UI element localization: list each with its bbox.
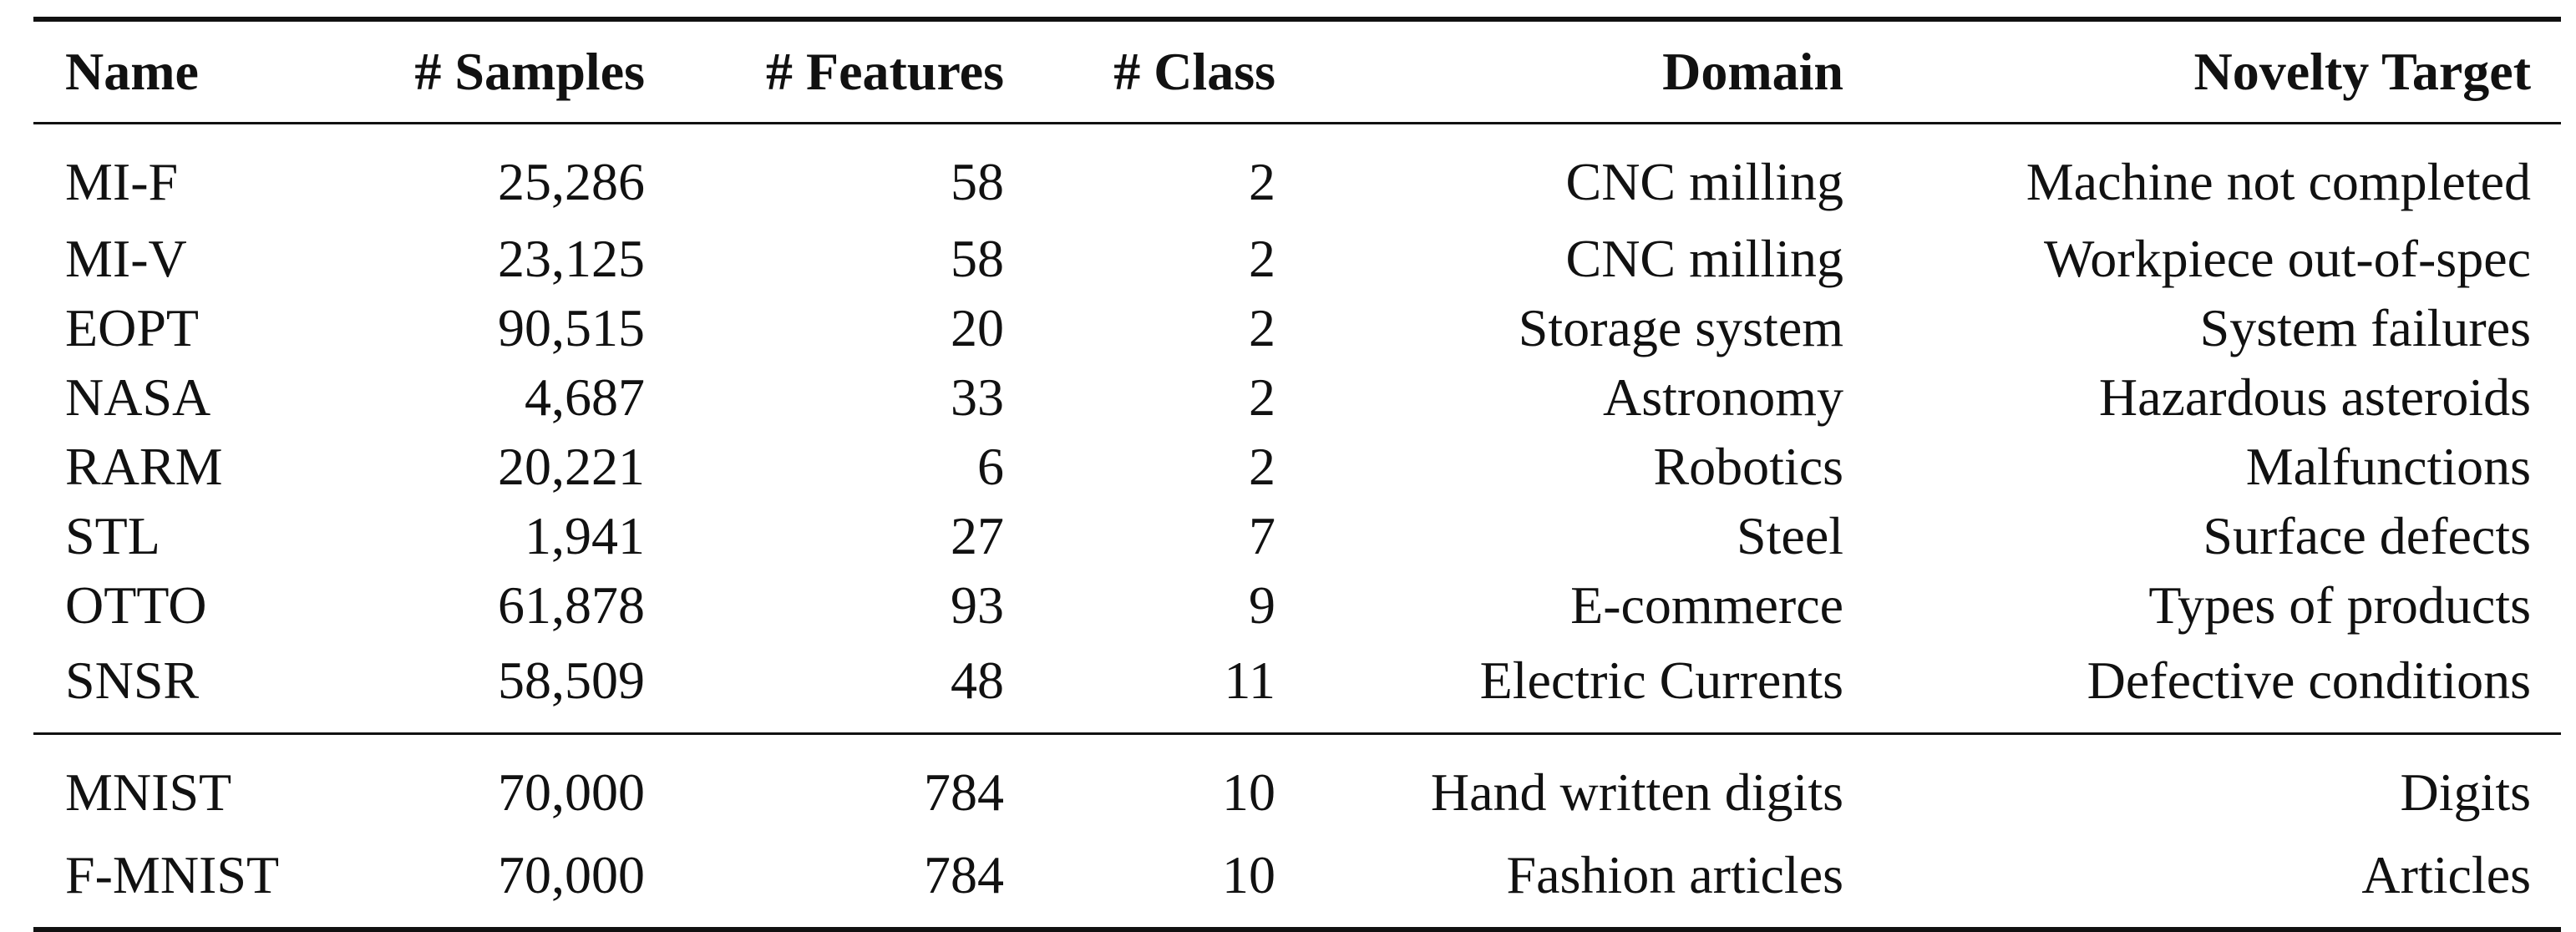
table-row: F-MNIST 70,000 784 10 Fashion articles Articl… [33,834,2561,929]
cell-samples: 90,515 [498,297,645,357]
cell-samples: 70,000 [498,844,645,904]
table-row: NASA 4,687 33 2 Astronomy Hazardous asteroids [33,362,2561,432]
cell-name: MI-V [65,228,187,288]
cell-samples: 4,687 [525,367,645,427]
table-row: SNSR 58,509 48 11 Electric Currents Defective… [33,640,2561,734]
cell-novelty-target: Machine not completed [2026,151,2531,211]
cell-domain: Hand written digits [1430,762,1843,822]
cell-class: 2 [1249,436,1275,496]
dataset-table: Name # Samples # Features # Class Domain… [33,17,2561,932]
dataset-table-container: Name # Samples # Features # Class Domain… [33,17,2561,932]
cell-class: 2 [1249,297,1275,357]
table-row: OTTO 61,878 93 9 E-commerce Types of products [33,570,2561,640]
cell-novelty-target: Types of products [2148,575,2531,635]
cell-features: 6 [977,436,1004,496]
cell-class: 9 [1249,575,1275,635]
cell-class: 2 [1249,367,1275,427]
group-industrial: MI-F 25,286 58 2 CNC milling Machine not comp… [33,123,2561,734]
cell-features: 33 [951,367,1004,427]
cell-features: 93 [951,575,1004,635]
cell-novelty-target: Defective conditions [2087,650,2531,710]
cell-novelty-target: System failures [2199,297,2531,357]
cell-domain: CNC milling [1565,228,1844,288]
cell-class: 7 [1249,505,1275,565]
cell-samples: 61,878 [498,575,645,635]
cell-samples: 25,286 [498,151,645,211]
cell-novelty-target: Articles [2361,844,2531,904]
table-row: MI-F 25,286 58 2 CNC milling Machine not comp… [33,123,2561,225]
table-row: STL 1,941 27 7 Steel Surface defects [33,501,2561,570]
table-row: MNIST 70,000 784 10 Hand written digits Digit… [33,733,2561,835]
cell-class: 10 [1222,844,1275,904]
header-novelty-target: Novelty Target [2193,42,2532,101]
cell-features: 58 [951,228,1004,288]
cell-name: EOPT [65,297,199,357]
header-name: Name [65,42,199,101]
cell-novelty-target: Surface defects [2203,505,2531,565]
cell-domain: Robotics [1653,436,1843,496]
cell-name: RARM [65,436,223,496]
cell-name: STL [65,505,160,565]
cell-novelty-target: Malfunctions [2245,436,2531,496]
cell-features: 784 [924,844,1004,904]
cell-domain: Astronomy [1603,367,1843,427]
cell-samples: 20,221 [498,436,645,496]
cell-name: F-MNIST [65,844,280,904]
cell-novelty-target: Digits [2400,762,2531,822]
cell-features: 27 [951,505,1004,565]
table-row: RARM 20,221 6 2 Robotics Malfunctions [33,432,2561,501]
cell-samples: 58,509 [498,650,645,710]
cell-domain: CNC milling [1565,151,1844,211]
header-features: # Features [766,42,1004,101]
cell-domain: Steel [1737,505,1843,565]
cell-name: MNIST [65,762,232,822]
table-row: MI-V 23,125 58 2 CNC milling Workpiece out-of… [33,224,2561,293]
table-row: EOPT 90,515 20 2 Storage system System failur… [33,293,2561,362]
header-samples: # Samples [414,42,645,101]
cell-features: 20 [951,297,1004,357]
cell-novelty-target: Hazardous asteroids [2098,367,2531,427]
header-row: Name # Samples # Features # Class Domain… [33,19,2561,124]
cell-class: 11 [1224,650,1275,710]
cell-class: 2 [1249,228,1275,288]
cell-name: MI-F [65,151,179,211]
cell-class: 10 [1222,762,1275,822]
cell-features: 784 [924,762,1004,822]
cell-samples: 70,000 [498,762,645,822]
cell-samples: 23,125 [498,228,645,288]
cell-features: 48 [951,650,1004,710]
cell-name: OTTO [65,575,207,635]
cell-name: SNSR [65,650,200,710]
cell-domain: Storage system [1518,297,1843,357]
header-domain: Domain [1662,42,1843,101]
cell-domain: Fashion articles [1506,844,1843,904]
cell-domain: E-commerce [1570,575,1843,635]
cell-samples: 1,941 [525,505,645,565]
cell-name: NASA [65,367,211,427]
cell-features: 58 [951,151,1004,211]
group-image: MNIST 70,000 784 10 Hand written digits Digit… [33,733,2561,929]
cell-novelty-target: Workpiece out-of-spec [2043,228,2531,288]
cell-class: 2 [1249,151,1275,211]
cell-domain: Electric Currents [1479,650,1843,710]
header-class: # Class [1113,42,1275,101]
